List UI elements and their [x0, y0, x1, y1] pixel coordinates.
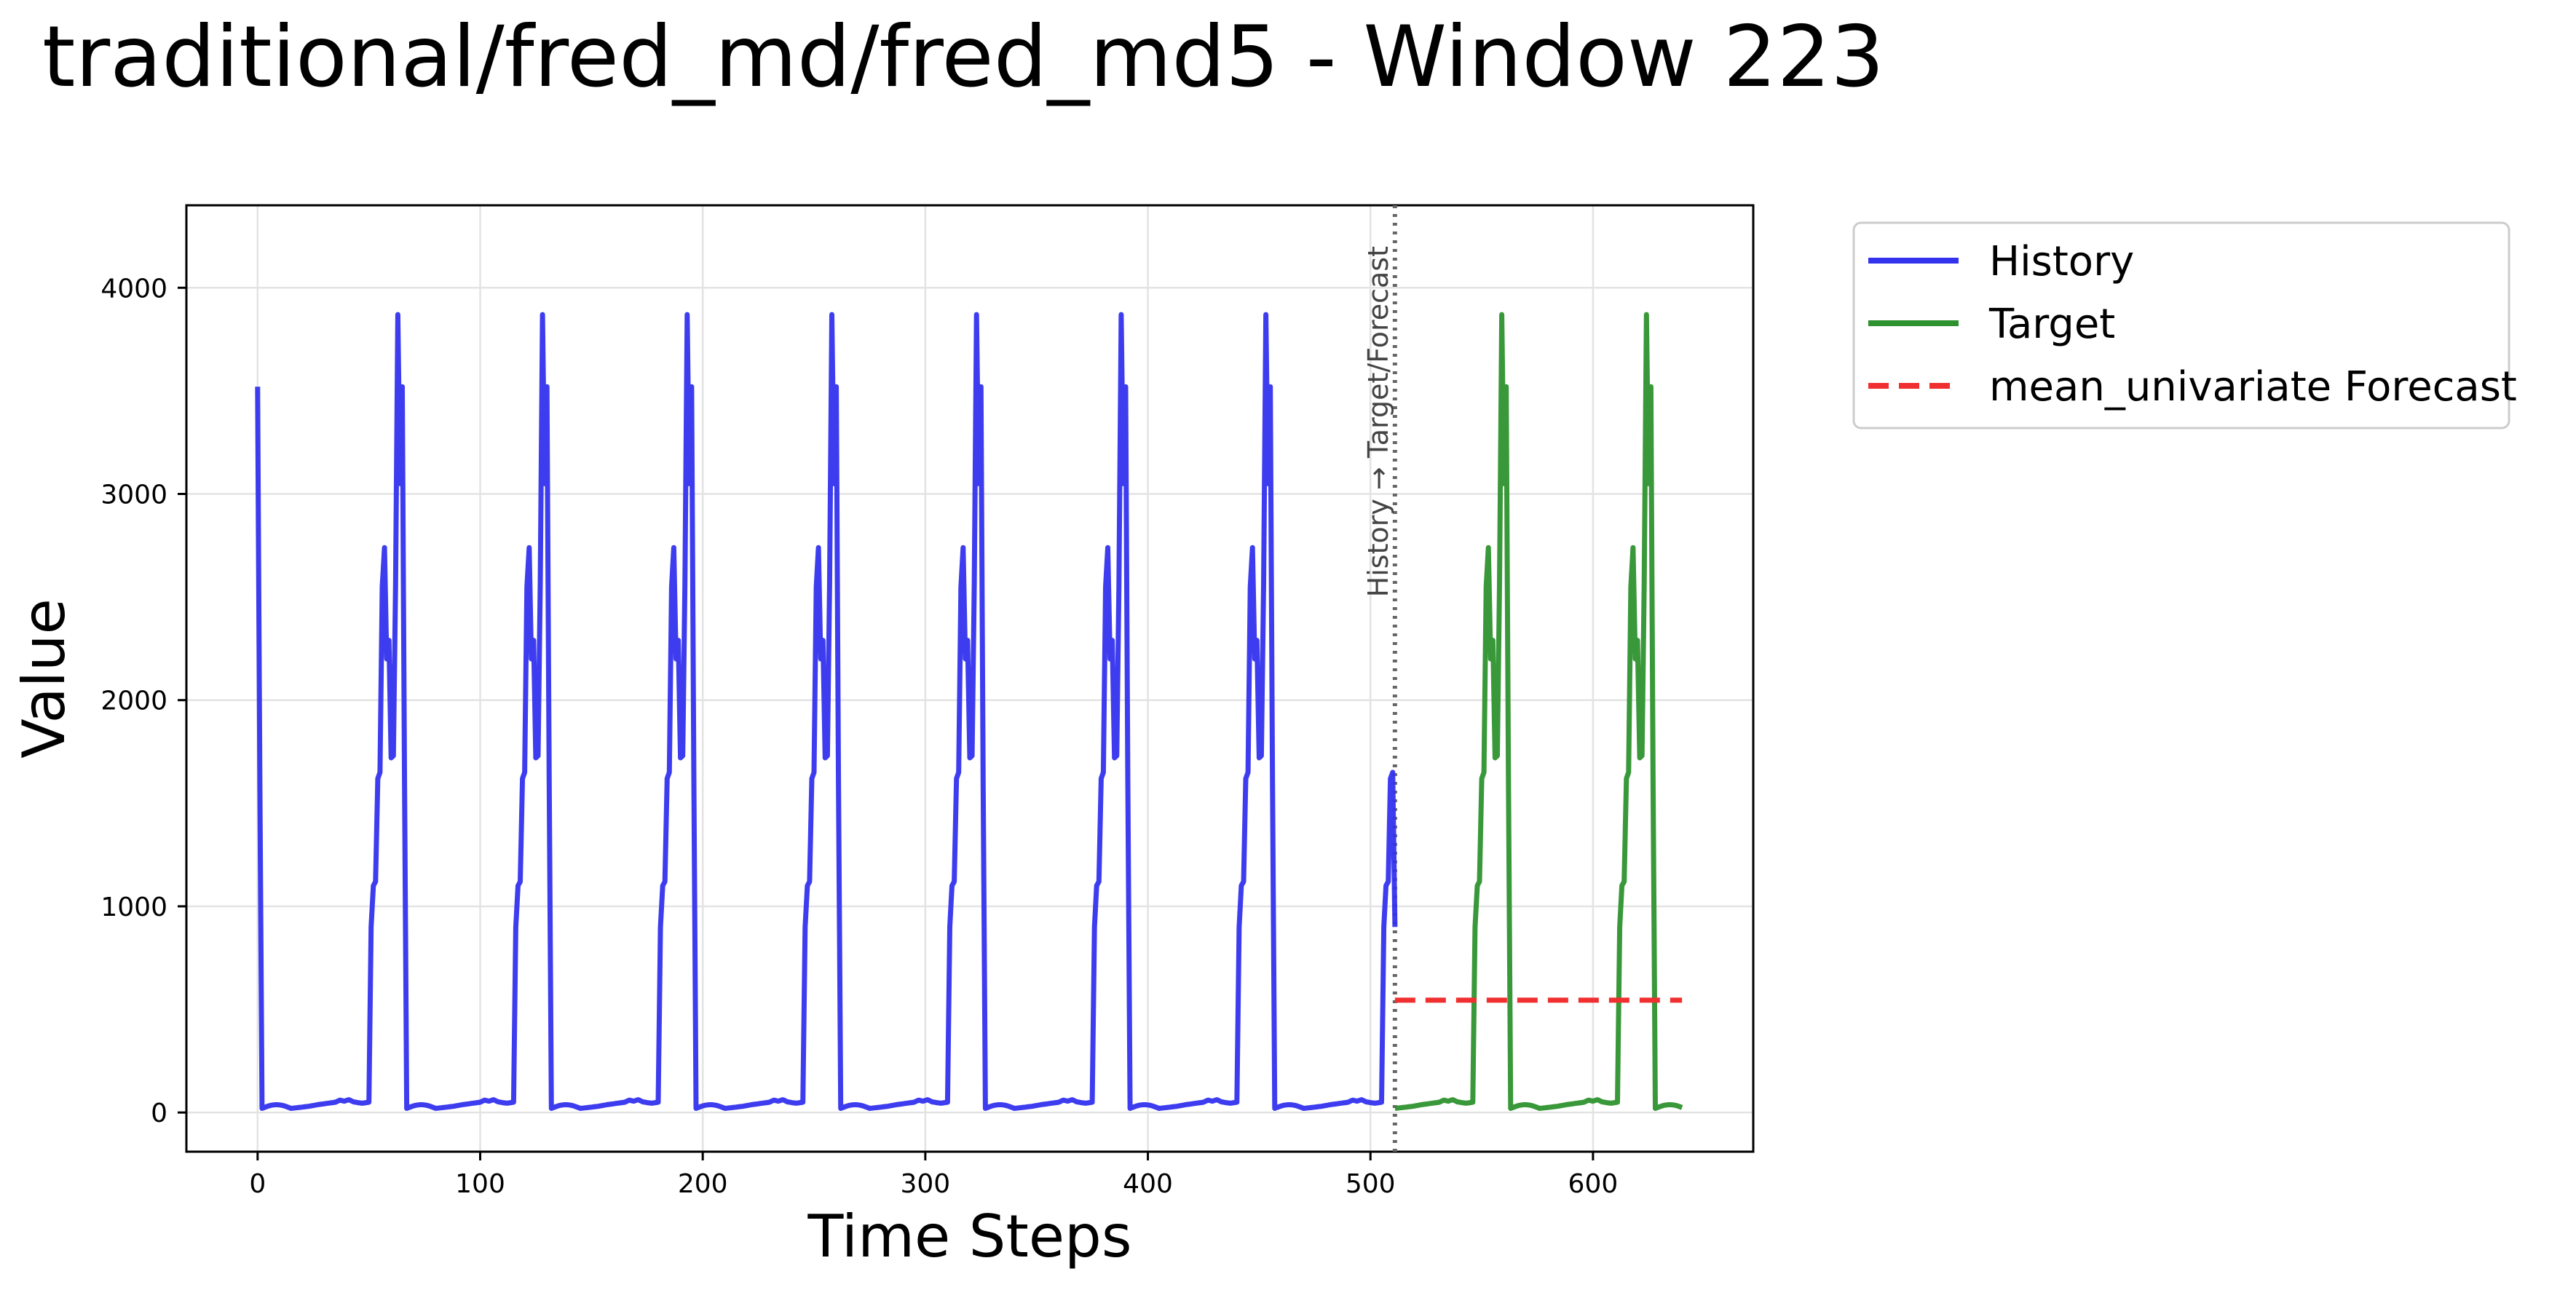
history-target-divider: History → Target/Forecast [1362, 205, 1397, 1152]
legend-forecast-label: mean_univariate Forecast [1989, 363, 2517, 411]
y-tick-label: 4000 [100, 274, 167, 304]
x-axis-label: Time Steps [807, 1203, 1131, 1270]
y-axis-label: Value [10, 598, 78, 759]
x-tick-label: 400 [1123, 1169, 1173, 1199]
chart-title: traditional/fred_md/fred_md5 - Window 22… [42, 8, 1884, 106]
legend-box [1852, 221, 2510, 430]
y-tick-label: 0 [151, 1099, 167, 1128]
y-tick-label: 1000 [100, 893, 167, 922]
divider-label: History → Target/Forecast [1362, 246, 1394, 597]
x-tick-label: 600 [1568, 1169, 1619, 1199]
x-tick-label: 300 [901, 1169, 951, 1199]
legend-history-label: History [1989, 238, 2134, 285]
series-history-line [255, 312, 1398, 1111]
legend: History Target mean_univariate Forecast [1852, 221, 2517, 430]
x-tick-label: 100 [455, 1169, 505, 1199]
x-tick-label: 200 [678, 1169, 728, 1199]
series-target-line [1394, 312, 1683, 1111]
legend-target-label: Target [1988, 301, 2115, 348]
series-layer [255, 312, 1683, 1111]
axis-ticks: 0 100 200 300 400 500 600 0 1000 2000 3000 4000 [100, 274, 1618, 1199]
plot-area [185, 204, 1755, 1153]
x-tick-label: 0 [249, 1169, 266, 1199]
x-tick-label: 500 [1346, 1169, 1396, 1199]
y-tick-label: 3000 [100, 480, 167, 510]
y-tick-label: 2000 [100, 686, 167, 716]
